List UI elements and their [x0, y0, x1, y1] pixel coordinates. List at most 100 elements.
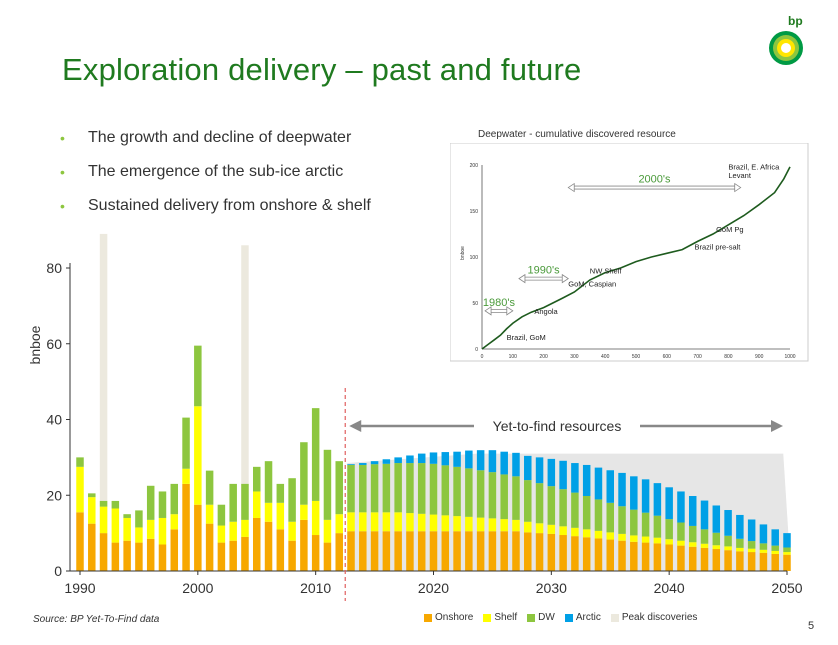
bar-dw: [335, 461, 343, 515]
bar-arctic: [406, 455, 414, 464]
bar-shelf: [771, 550, 779, 554]
bar-arctic: [382, 459, 391, 464]
bar-dw: [429, 463, 438, 515]
bar-shelf: [571, 527, 579, 537]
bar-onshore: [135, 542, 143, 571]
bar-arctic: [524, 455, 532, 481]
y-tick-label: 80: [46, 260, 62, 276]
x-tick-label: 2000: [182, 580, 213, 596]
bp-logo-text: bp: [788, 14, 803, 28]
bar-onshore: [771, 553, 779, 571]
bar-arctic: [712, 505, 721, 533]
bar-onshore: [712, 549, 721, 571]
bar-dw: [276, 483, 285, 503]
bar-shelf: [547, 524, 556, 534]
bar-dw: [747, 541, 756, 549]
bar-arctic: [347, 464, 355, 465]
inset-y-tick-label: 0: [475, 347, 478, 353]
bar-arctic: [771, 529, 779, 546]
inset-y-tick-label: 150: [470, 209, 479, 215]
bar-onshore: [205, 523, 214, 571]
inset-x-tick-label: 300: [570, 354, 579, 360]
bar-shelf: [559, 526, 567, 536]
bar-arctic: [441, 452, 450, 466]
era-arrowhead-left-icon: [567, 182, 575, 193]
bar-onshore: [594, 538, 603, 571]
inset-annotation: Brazil, GoM: [507, 333, 546, 342]
bar-shelf: [311, 500, 320, 536]
legend-swatch: [424, 613, 432, 622]
bar-shelf: [712, 545, 721, 550]
bar-arctic: [465, 450, 473, 469]
bullet-dot-icon: •: [60, 164, 65, 180]
bar-dw: [759, 543, 768, 550]
bar-onshore: [88, 523, 96, 571]
bar-shelf: [488, 518, 497, 532]
era-arrowhead-right-icon: [561, 273, 569, 284]
bar-dw: [712, 532, 721, 546]
legend-item-shelf: Shelf: [483, 612, 517, 623]
bar-dw: [406, 463, 414, 514]
inset-x-tick-label: 0: [481, 354, 484, 360]
bar-onshore: [264, 521, 273, 571]
bar-shelf: [217, 525, 226, 543]
bar-onshore: [476, 531, 485, 571]
bar-shelf: [618, 533, 626, 541]
bar-arctic: [724, 510, 732, 536]
bar-shelf: [783, 552, 791, 555]
bar-dw: [194, 345, 202, 407]
bar-dw: [394, 463, 402, 513]
bar-shelf: [759, 549, 768, 553]
arrowhead-right-icon: [771, 420, 783, 432]
bullet-dot-icon: •: [60, 130, 65, 146]
bar-dw: [724, 535, 732, 547]
era-arrowhead-right-icon: [734, 182, 742, 193]
bar-arctic: [359, 463, 367, 465]
bar-shelf: [641, 536, 650, 543]
bar-onshore: [700, 547, 709, 571]
bar-onshore: [99, 533, 108, 571]
bar-dw: [582, 496, 591, 530]
bar-shelf: [241, 519, 249, 537]
bar-shelf: [194, 406, 202, 505]
bar-shelf: [476, 517, 485, 532]
bar-dw: [170, 483, 179, 515]
page-number: 5: [808, 620, 815, 632]
bar-dw: [606, 502, 614, 533]
chart-legend: Onshore Shelf DW Arctic Peak discoveries: [424, 612, 697, 623]
bar-shelf: [747, 548, 756, 553]
bar-dw: [736, 538, 744, 548]
bar-shelf: [111, 508, 120, 543]
bar-onshore: [524, 532, 532, 571]
bar-arctic: [394, 457, 402, 464]
bar-shelf: [99, 506, 108, 534]
bar-shelf: [182, 468, 190, 484]
bar-onshore: [182, 483, 190, 571]
bar-onshore: [747, 552, 756, 571]
bar-shelf: [146, 519, 155, 539]
x-tick-label: 2010: [300, 580, 331, 596]
bar-dw: [641, 512, 650, 537]
bar-shelf: [229, 521, 237, 541]
x-tick-label: 2030: [536, 580, 567, 596]
bar-arctic: [476, 450, 485, 471]
bar-shelf: [170, 514, 179, 530]
bar-dw: [182, 417, 190, 469]
bar-shelf: [417, 513, 426, 532]
bar-arctic: [417, 453, 426, 464]
inset-x-tick-label: 500: [632, 354, 641, 360]
bar-onshore: [618, 540, 626, 571]
bar-dw: [535, 483, 544, 524]
inset-annotation: NW Shelf: [590, 267, 623, 276]
inset-x-tick-label: 100: [509, 354, 518, 360]
bar-shelf: [76, 466, 84, 513]
bar-shelf: [88, 497, 96, 524]
legend-item-dw: DW: [527, 612, 555, 623]
bar-arctic: [547, 458, 556, 487]
bar-shelf: [123, 517, 131, 541]
inset-x-tick-label: 1000: [784, 354, 795, 360]
bar-onshore: [146, 538, 155, 571]
bar-dw: [135, 510, 143, 528]
bar-arctic: [783, 533, 791, 548]
